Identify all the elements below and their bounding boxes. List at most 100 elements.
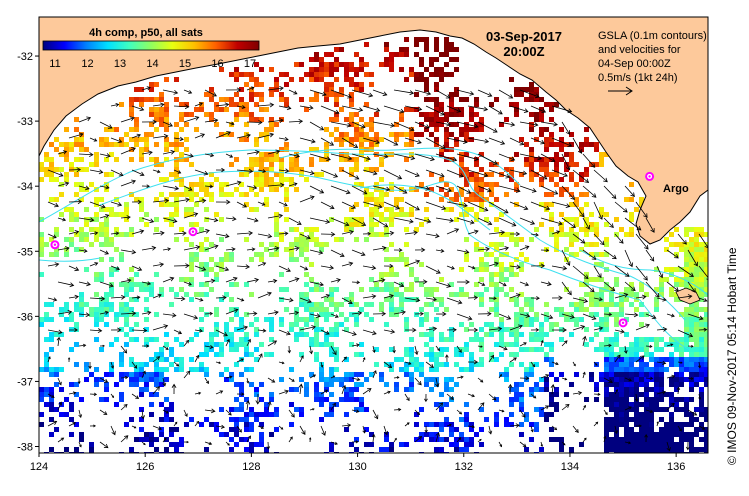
sst-pixel bbox=[239, 407, 244, 412]
velocity-arrow bbox=[131, 265, 143, 272]
sst-pixel bbox=[674, 427, 679, 432]
velocity-arrow bbox=[698, 361, 702, 369]
velocity-arrow bbox=[393, 185, 408, 194]
sst-pixel bbox=[114, 247, 119, 252]
sst-pixel bbox=[174, 97, 179, 102]
sst-pixel bbox=[189, 297, 194, 302]
sst-pixel bbox=[254, 162, 259, 167]
velocity-arrow bbox=[173, 169, 182, 174]
sst-pixel bbox=[354, 87, 359, 92]
velocity-arrow bbox=[173, 104, 190, 110]
sst-pixel bbox=[674, 422, 679, 427]
sst-pixel bbox=[429, 437, 434, 442]
sst-pixel bbox=[554, 237, 559, 242]
sst-pixel bbox=[479, 357, 484, 362]
sst-pixel bbox=[284, 197, 289, 202]
sst-pixel bbox=[609, 382, 614, 387]
sst-pixel bbox=[144, 212, 149, 217]
velocity-arrow bbox=[561, 153, 571, 171]
sst-pixel bbox=[44, 302, 49, 307]
sst-pixel bbox=[579, 247, 584, 252]
sst-pixel bbox=[619, 392, 624, 397]
sst-pixel bbox=[699, 407, 704, 412]
sst-pixel bbox=[449, 112, 454, 117]
sst-pixel bbox=[404, 352, 409, 357]
sst-pixel bbox=[529, 367, 534, 372]
sst-pixel bbox=[654, 442, 659, 447]
sst-pixel bbox=[84, 232, 89, 237]
sst-pixel bbox=[389, 282, 394, 287]
sst-pixel bbox=[279, 92, 284, 97]
sst-pixel bbox=[319, 77, 324, 82]
sst-pixel bbox=[694, 342, 699, 347]
sst-pixel bbox=[354, 137, 359, 142]
sst-pixel bbox=[139, 157, 144, 162]
velocity-arrow bbox=[99, 281, 114, 288]
sst-pixel bbox=[419, 37, 424, 42]
sst-pixel bbox=[539, 447, 544, 452]
velocity-arrow bbox=[624, 249, 634, 268]
sst-pixel bbox=[424, 377, 429, 382]
sst-pixel bbox=[314, 322, 319, 327]
argo-float-marker bbox=[50, 240, 60, 250]
velocity-arrow bbox=[425, 169, 445, 178]
sst-pixel bbox=[494, 422, 499, 427]
velocity-arrow bbox=[152, 230, 165, 236]
sst-pixel bbox=[444, 182, 449, 187]
velocity-arrow bbox=[488, 425, 493, 435]
velocity-arrow bbox=[57, 246, 70, 251]
sst-pixel bbox=[339, 397, 344, 402]
sst-pixel bbox=[304, 307, 309, 312]
sst-pixel bbox=[189, 112, 194, 117]
sst-pixel bbox=[584, 167, 589, 172]
sst-pixel bbox=[584, 342, 589, 347]
velocity-arrow bbox=[572, 325, 586, 331]
sst-pixel bbox=[654, 382, 659, 387]
sst-pixel bbox=[689, 327, 694, 332]
velocity-arrow bbox=[498, 345, 508, 351]
sst-pixel bbox=[44, 362, 49, 367]
sst-pixel bbox=[264, 352, 269, 357]
sst-pixel bbox=[64, 127, 69, 132]
sst-pixel bbox=[654, 307, 659, 312]
sst-pixel bbox=[674, 387, 679, 392]
sst-pixel bbox=[229, 257, 234, 262]
velocity-arrow bbox=[57, 437, 65, 443]
sst-pixel bbox=[234, 407, 239, 412]
velocity-arrow bbox=[68, 391, 77, 395]
sst-pixel bbox=[339, 47, 344, 52]
sst-pixel bbox=[344, 132, 349, 137]
sst-pixel bbox=[444, 47, 449, 52]
sst-pixel bbox=[329, 287, 334, 292]
sst-pixel bbox=[99, 207, 104, 212]
sst-pixel bbox=[364, 187, 369, 192]
sst-pixel bbox=[589, 242, 594, 247]
sst-pixel bbox=[139, 202, 144, 207]
sst-pixel bbox=[604, 402, 609, 407]
sst-pixel bbox=[449, 427, 454, 432]
sst-pixel bbox=[44, 312, 49, 317]
velocity-arrow bbox=[351, 89, 374, 98]
sst-pixel bbox=[409, 357, 414, 362]
sst-pixel bbox=[404, 297, 409, 302]
sst-pixel bbox=[569, 152, 574, 157]
sst-pixel bbox=[129, 192, 134, 197]
sst-pixel bbox=[329, 52, 334, 57]
velocity-arrow bbox=[141, 184, 150, 189]
sst-pixel bbox=[389, 132, 394, 137]
sst-pixel bbox=[674, 382, 679, 387]
sst-pixel bbox=[454, 92, 459, 97]
sst-pixel bbox=[559, 147, 564, 152]
sst-pixel bbox=[154, 447, 159, 452]
velocity-arrow bbox=[183, 153, 194, 158]
velocity-arrow bbox=[666, 313, 675, 318]
sst-pixel bbox=[444, 422, 449, 427]
sst-pixel bbox=[549, 437, 554, 442]
sst-pixel bbox=[504, 267, 509, 272]
sst-pixel bbox=[374, 207, 379, 212]
colorbar-tick-label: 12 bbox=[81, 58, 93, 70]
sst-pixel bbox=[139, 387, 144, 392]
sst-pixel bbox=[84, 167, 89, 172]
sst-pixel bbox=[699, 362, 704, 367]
velocity-arrow bbox=[225, 441, 230, 446]
